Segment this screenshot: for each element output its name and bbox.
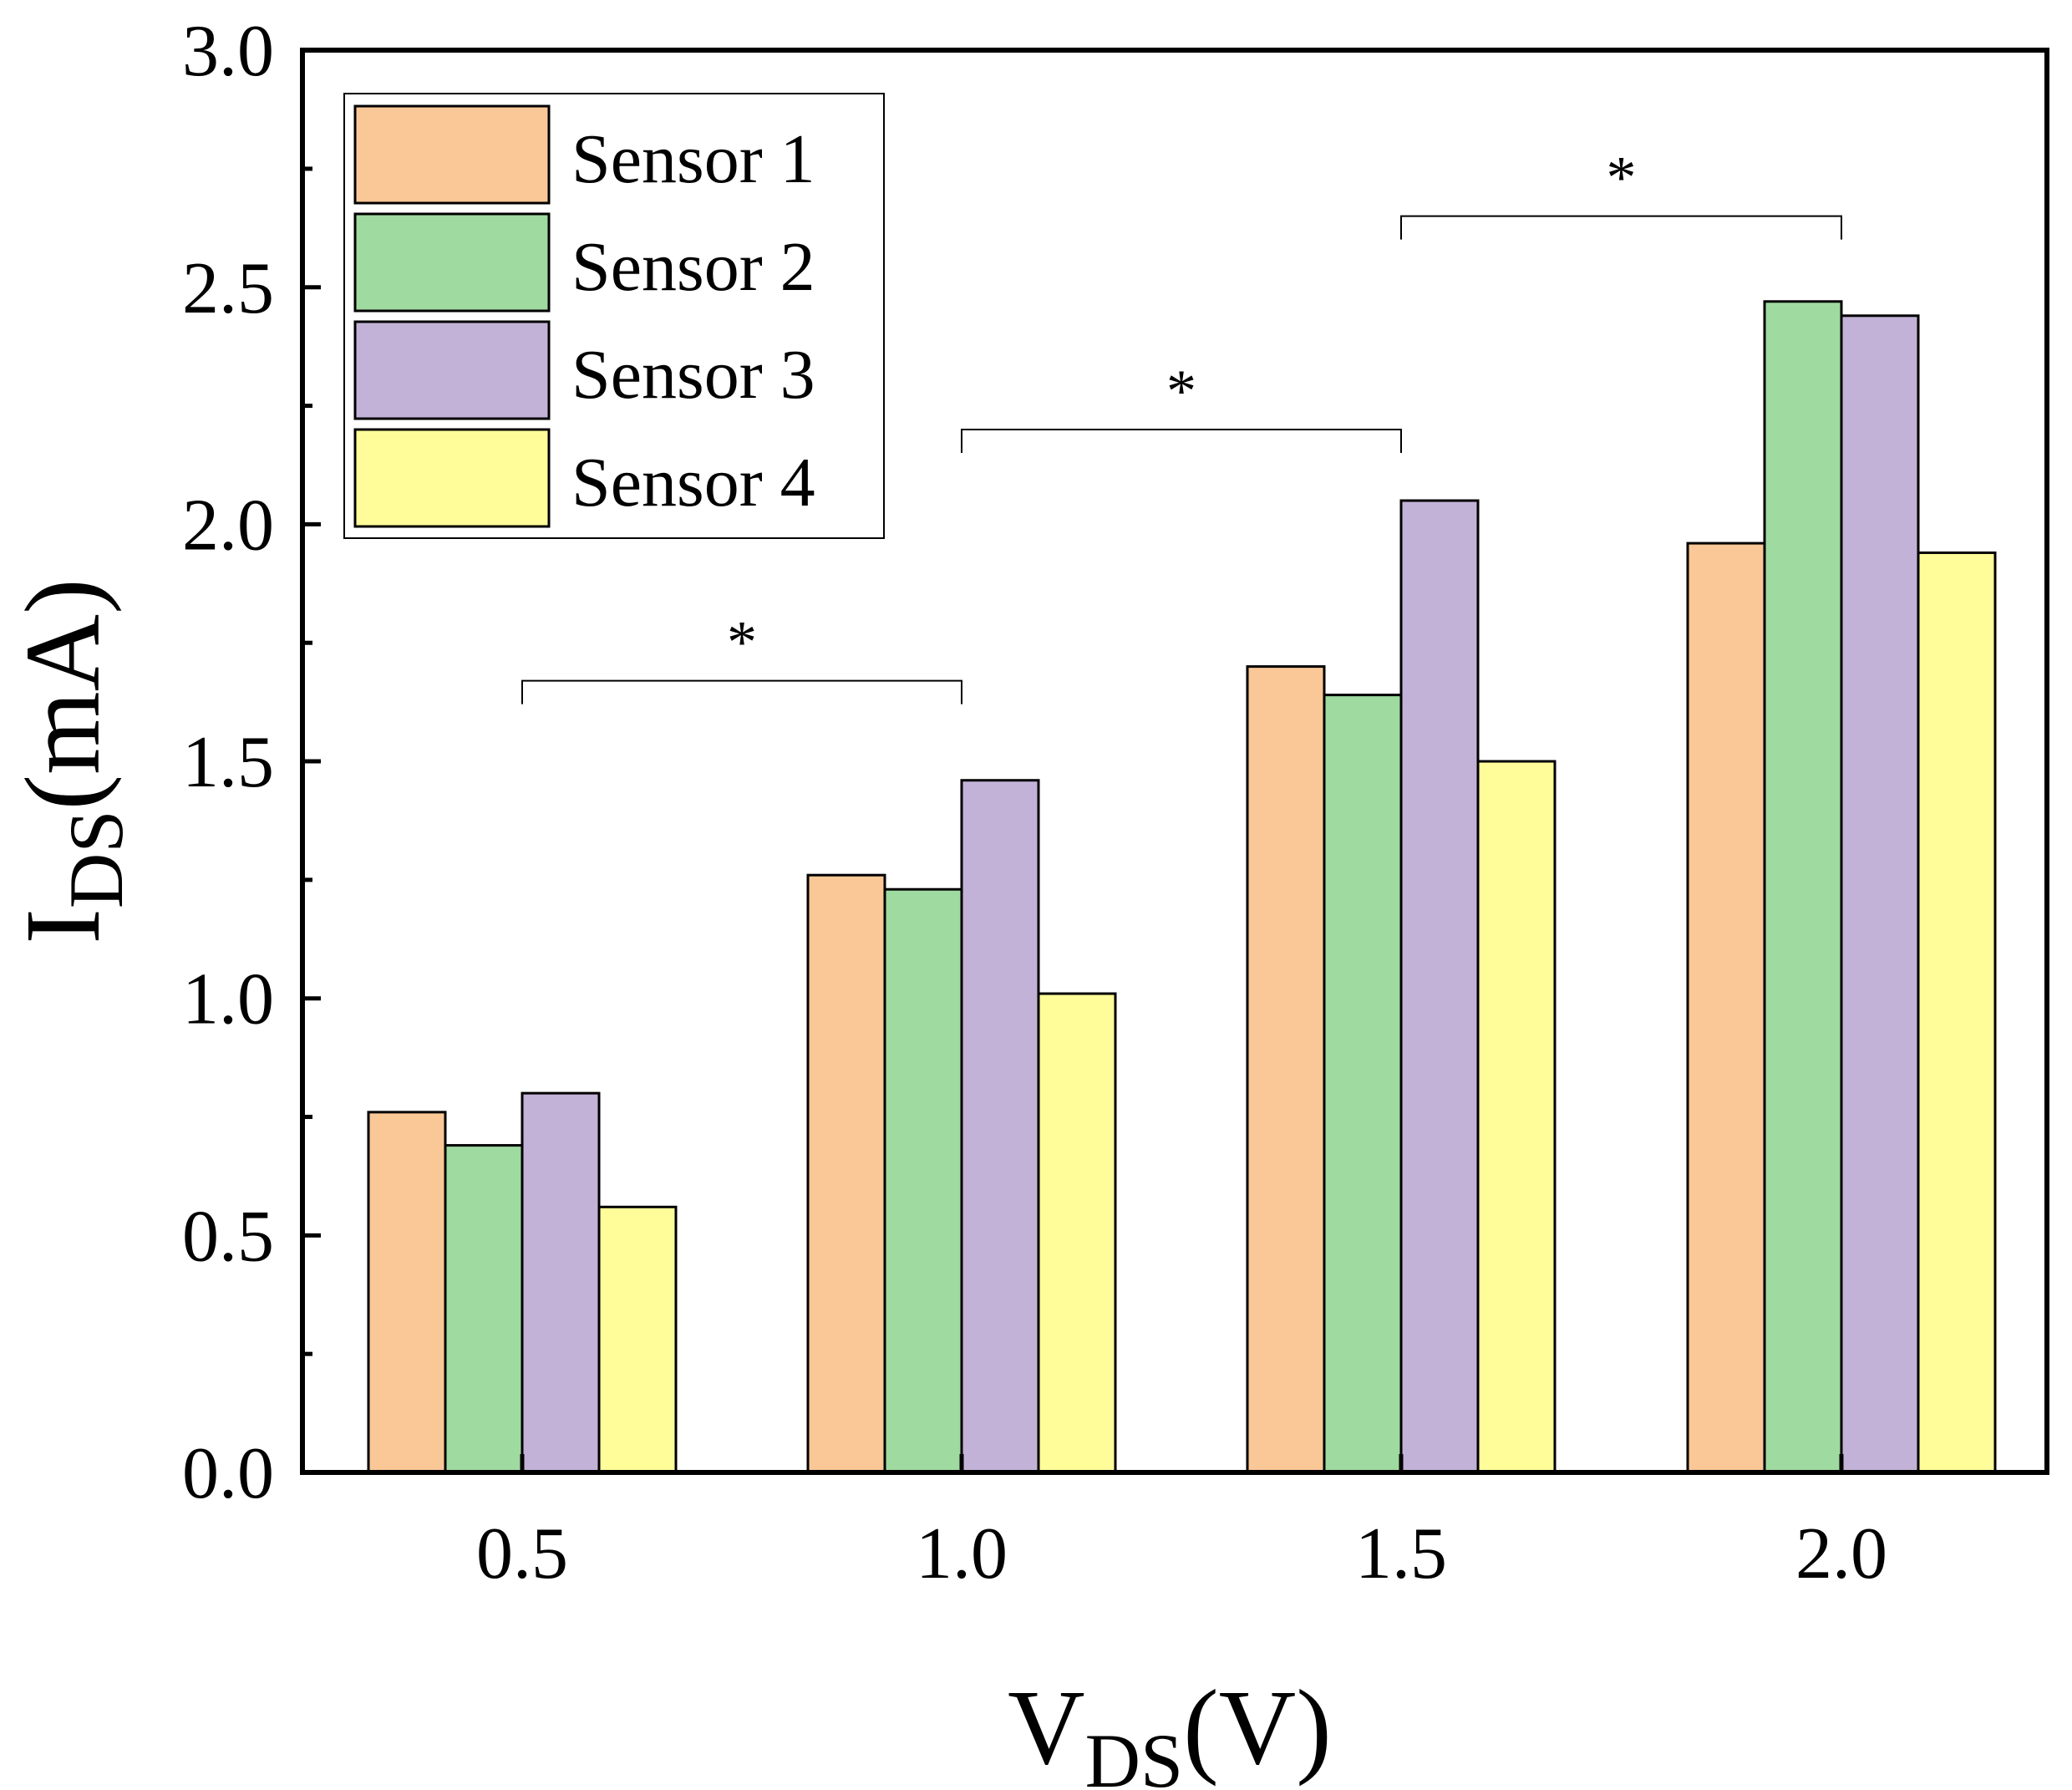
x-tick-label: 1.0: [916, 1513, 1008, 1594]
x-axis: 0.5 1.0 1.5 2.0: [476, 1454, 1887, 1594]
bar-sensor-4-1-5: [1476, 760, 1557, 1474]
bar-sensor-3-1-0: [960, 779, 1040, 1474]
legend-label-sensor-3: Sensor 3: [571, 336, 815, 414]
bar-sensor-4-2-0: [1917, 551, 1997, 1474]
bar-sensor-2-1-5: [1323, 694, 1403, 1474]
bar-sensor-3-1-5: [1399, 499, 1480, 1474]
y-tick-label: 0.5: [182, 1196, 274, 1277]
legend-label-sensor-4: Sensor 4: [571, 444, 815, 521]
x-axis-title-main: V: [1008, 1668, 1084, 1787]
bar-sensor-3-2-0: [1840, 314, 1920, 1474]
y-tick-label: 1.5: [182, 722, 274, 803]
legend-swatch-sensor-2: [353, 212, 551, 313]
y-axis-title-main: I: [3, 908, 122, 944]
significance-bracket: [521, 679, 962, 704]
significance-star: *: [727, 609, 757, 676]
bar-sensor-4-1-0: [1037, 992, 1117, 1474]
bar-sensor-2-0-5: [444, 1144, 524, 1474]
x-tick-label: 0.5: [476, 1513, 568, 1594]
bar-sensor-2-1-0: [883, 887, 963, 1474]
bar-sensor-3-0-5: [521, 1091, 601, 1474]
bar-sensor-1-1-0: [806, 873, 886, 1474]
legend-swatch-sensor-1: [353, 104, 551, 205]
y-tick-label: 2.5: [182, 248, 274, 329]
bar-sensor-1-1-5: [1246, 665, 1326, 1474]
y-axis: 0.0 0.5 1.0 1.5 2.0 2.5 3.0: [182, 11, 321, 1514]
y-tick-label: 1.0: [182, 959, 274, 1040]
bar-sensor-2-2-0: [1763, 300, 1843, 1474]
y-tick-label: 3.0: [182, 11, 274, 92]
significance-layer: * * *: [521, 145, 1842, 704]
y-axis-title: IDS(mA): [3, 578, 139, 943]
bar-sensor-1-2-0: [1686, 542, 1766, 1474]
y-axis-title-unit: (mA): [3, 578, 122, 810]
x-axis-title-unit: (V): [1183, 1668, 1332, 1787]
legend: Sensor 1 Sensor 2 Sensor 3 Sensor 4: [343, 93, 885, 539]
bar-sensor-4-0-5: [597, 1205, 678, 1474]
bars-layer: [367, 300, 1997, 1474]
legend-label-sensor-1: Sensor 1: [571, 120, 815, 198]
y-tick-label: 2.0: [182, 485, 274, 566]
bar-sensor-1-0-5: [367, 1111, 447, 1474]
significance-bracket: [961, 428, 1402, 453]
significance-bracket: [1400, 215, 1842, 240]
significance-star: *: [1607, 145, 1637, 211]
legend-swatch-sensor-3: [353, 320, 551, 420]
x-axis-title-sub: DS: [1085, 1718, 1184, 1790]
legend-swatch-sensor-4: [353, 428, 551, 528]
x-tick-label: 1.5: [1355, 1513, 1447, 1594]
y-axis-title-sub: DS: [53, 811, 139, 909]
legend-label-sensor-2: Sensor 2: [571, 228, 815, 306]
significance-star: *: [1166, 358, 1196, 425]
y-tick-label: 0.0: [182, 1433, 274, 1514]
x-tick-label: 2.0: [1795, 1513, 1887, 1594]
x-axis-title: VDS(V): [1008, 1668, 1332, 1790]
